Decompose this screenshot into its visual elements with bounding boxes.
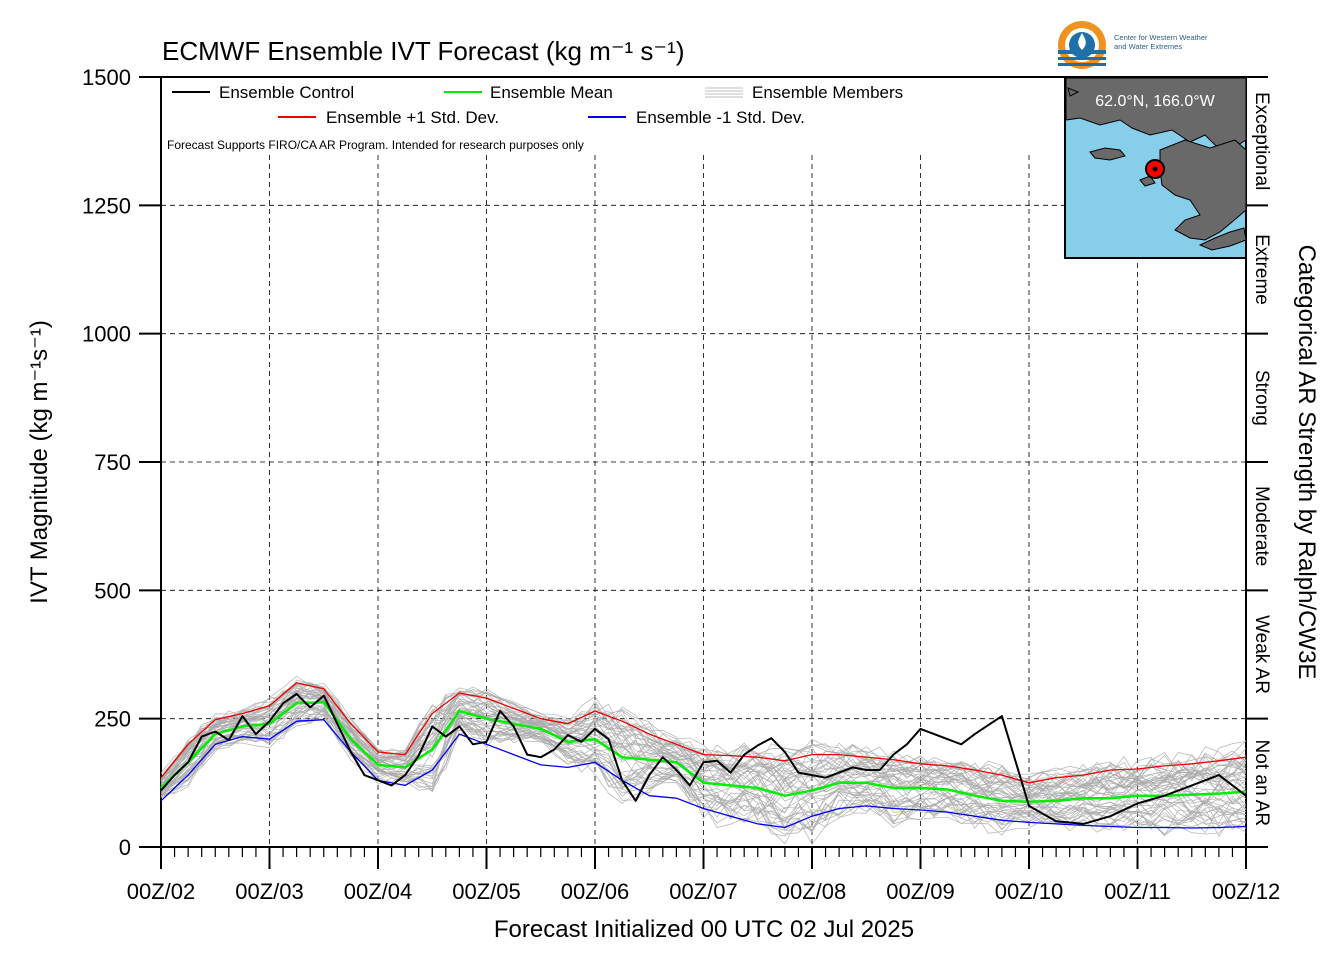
- legend-mean: Ensemble Mean: [490, 83, 613, 102]
- ensemble-member-line: [160, 709, 1247, 838]
- category-label: Weak AR: [1251, 615, 1272, 694]
- x-tick-label: 00Z/07: [669, 879, 738, 904]
- category-label: Not an AR: [1251, 740, 1272, 827]
- x-tick-label: 00Z/11: [1104, 879, 1171, 904]
- legend-minus-sd: Ensemble -1 Std. Dev.: [636, 108, 805, 127]
- y-tick-label: 750: [94, 450, 131, 475]
- category-label: Extreme: [1251, 234, 1272, 305]
- ensemble-member-line: [160, 675, 1247, 785]
- chart-title: ECMWF Ensemble IVT Forecast (kg m⁻¹ s⁻¹): [162, 36, 684, 66]
- y-axis-label: IVT Magnitude (kg m⁻¹s⁻¹): [26, 320, 53, 604]
- series-line-ensemble-mean: [160, 700, 1247, 804]
- legend-control: Ensemble Control: [219, 83, 354, 102]
- series-line-ensemble-1-std-dev-: [160, 719, 1247, 829]
- series-line-ensemble-1-std-dev-: [160, 682, 1247, 784]
- x-tick-label: 00Z/09: [886, 879, 955, 904]
- y-tick-label: 500: [94, 578, 131, 603]
- cw3e-logo: Center for Western Weather and Water Ext…: [1058, 21, 1208, 69]
- logo-text-line2: and Water Extremes: [1114, 42, 1182, 51]
- legend-plus-sd: Ensemble +1 Std. Dev.: [326, 108, 499, 127]
- x-axis-label: Forecast Initialized 00 UTC 02 Jul 2025: [494, 916, 914, 943]
- ensemble-member-line: [160, 682, 1247, 794]
- series-lines: [160, 682, 1247, 829]
- ensemble-member-line: [160, 683, 1247, 789]
- x-tick-label: 00Z/05: [452, 879, 521, 904]
- x-tick-label: 00Z/04: [344, 879, 413, 904]
- y-tick-label: 1500: [82, 65, 131, 90]
- x-tick-label: 00Z/02: [127, 879, 196, 904]
- x-tick-label: 00Z/12: [1212, 879, 1281, 904]
- category-label: Exceptional: [1251, 92, 1272, 190]
- location-map: 62.0°N, 166.0°W: [1064, 76, 1247, 259]
- ar-categories: Not an AR Weak AR Moderate Strong Extreme Exc…: [1251, 92, 1272, 826]
- y-tick-label: 1250: [82, 193, 131, 218]
- ensemble-member-line: [160, 712, 1247, 834]
- legend: Ensemble Control Ensemble Mean Ensemble …: [167, 83, 903, 152]
- y-tick-label: 250: [94, 707, 131, 732]
- legend-members: Ensemble Members: [752, 83, 903, 102]
- category-label: Moderate: [1251, 486, 1272, 566]
- logo-text-line1: Center for Western Weather: [1114, 33, 1208, 42]
- x-tick-label: 00Z/03: [235, 879, 304, 904]
- y-tick-label: 0: [119, 835, 131, 860]
- right-axis-label: Categorical AR Strength by Ralph/CW3E: [1293, 245, 1320, 680]
- series-line-ensemble-control: [160, 693, 1247, 825]
- y-tick-label: 1000: [82, 322, 131, 347]
- location-label: 62.0°N, 166.0°W: [1095, 93, 1215, 110]
- research-note: Forecast Supports FIRO/CA AR Program. In…: [167, 138, 584, 152]
- axes: 0 250 500 750 1000 1250 1500 00Z/02 00Z/03 00Z/04…: [82, 65, 1280, 904]
- x-tick-label: 00Z/08: [778, 879, 847, 904]
- ensemble-member-line: [160, 701, 1247, 817]
- x-tick-label: 00Z/10: [995, 879, 1064, 904]
- ensemble-member-line: [160, 705, 1247, 822]
- x-tick-label: 00Z/06: [561, 879, 630, 904]
- category-label: Strong: [1251, 370, 1272, 426]
